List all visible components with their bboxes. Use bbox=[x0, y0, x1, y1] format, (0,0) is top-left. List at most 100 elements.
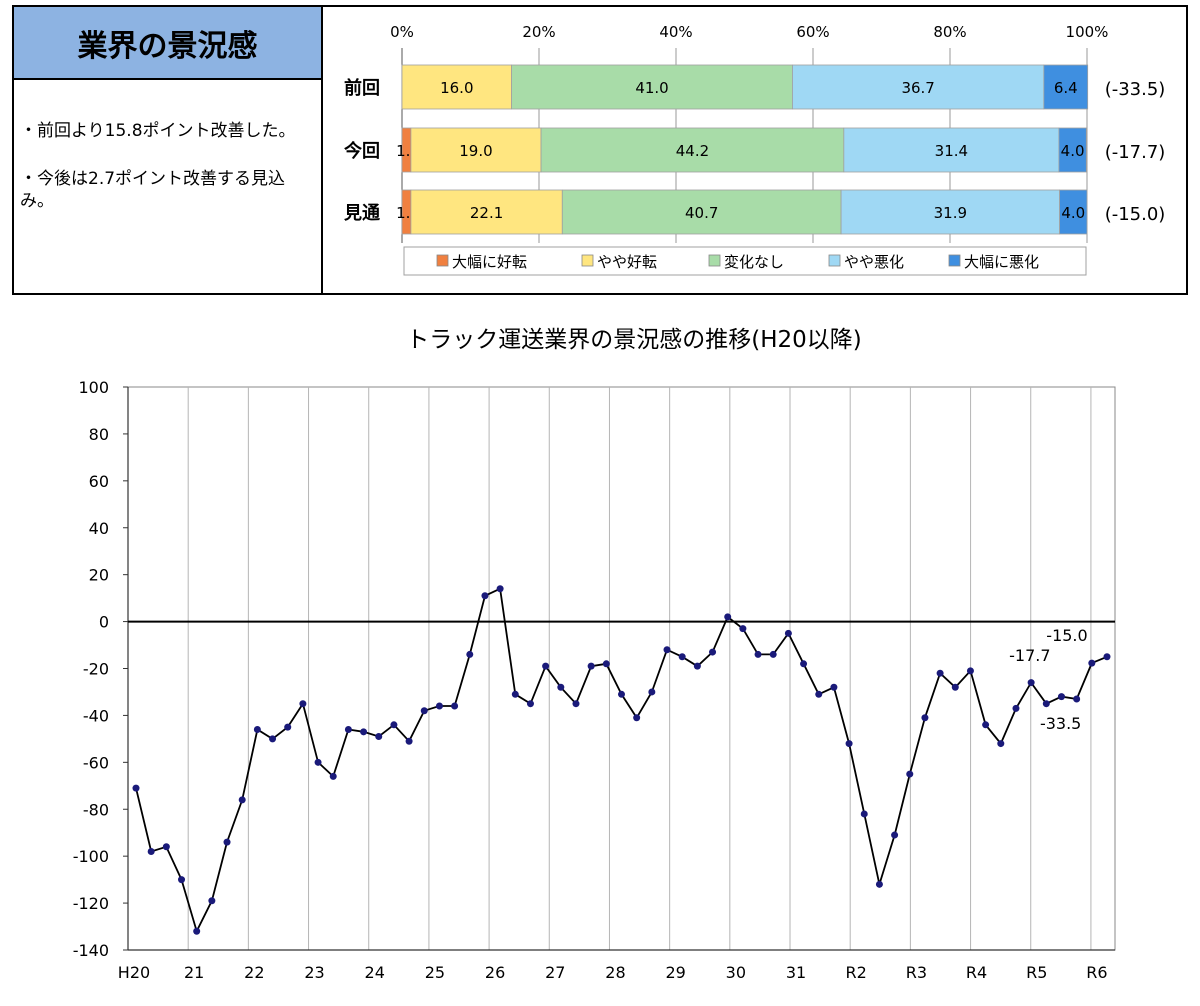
data-point bbox=[253, 725, 261, 733]
legend-swatch bbox=[436, 254, 449, 267]
legend-entry: やや好転 bbox=[597, 253, 657, 271]
data-point bbox=[238, 796, 246, 804]
data-point bbox=[951, 683, 959, 691]
y-tick-label: -60 bbox=[83, 753, 109, 772]
data-point bbox=[921, 714, 929, 722]
x-tick-label: 22 bbox=[244, 963, 264, 982]
data-point bbox=[451, 702, 459, 710]
data-point bbox=[739, 625, 747, 633]
data-point bbox=[724, 613, 732, 621]
category-label: 今回 bbox=[344, 140, 380, 162]
bar-segment bbox=[792, 64, 1045, 110]
data-point bbox=[936, 669, 944, 677]
data-point bbox=[784, 629, 792, 637]
bar-segment bbox=[540, 127, 845, 173]
x-tick-label: 29 bbox=[665, 963, 685, 982]
category-label: 見通 bbox=[343, 203, 380, 224]
data-point bbox=[587, 662, 595, 670]
x-tick-label: R6 bbox=[1086, 963, 1107, 982]
bar-segment bbox=[561, 189, 842, 235]
data-point bbox=[526, 700, 534, 708]
x-tick-label: 27 bbox=[545, 963, 565, 982]
data-point bbox=[769, 650, 777, 658]
data-point bbox=[147, 847, 155, 855]
data-point bbox=[860, 810, 868, 818]
x-tick-label: 40% bbox=[659, 23, 692, 41]
data-point bbox=[208, 897, 216, 905]
di-value-label: (-33.5) bbox=[1105, 79, 1166, 100]
x-tick-label: 24 bbox=[365, 963, 385, 982]
data-label: 36.7 bbox=[901, 79, 934, 97]
data-point bbox=[360, 728, 368, 736]
data-point bbox=[178, 876, 186, 884]
data-label: 41.0 bbox=[635, 79, 668, 97]
data-point bbox=[344, 725, 352, 733]
data-point bbox=[1073, 695, 1081, 703]
point-annotation: -15.0 bbox=[1046, 626, 1087, 645]
y-tick-label: -140 bbox=[73, 941, 109, 960]
x-tick-label: 0% bbox=[390, 23, 414, 41]
summary-title: 業界の景況感 bbox=[14, 7, 323, 80]
data-point bbox=[845, 740, 853, 748]
data-point bbox=[754, 650, 762, 658]
data-point bbox=[162, 843, 170, 851]
data-point bbox=[815, 690, 823, 698]
bar-segment bbox=[1058, 127, 1087, 173]
bar-segment bbox=[511, 64, 793, 110]
x-tick-label: R3 bbox=[906, 963, 927, 982]
y-tick-label: -40 bbox=[83, 706, 109, 725]
data-point bbox=[891, 831, 899, 839]
data-label: 22.1 bbox=[470, 204, 503, 222]
data-point bbox=[997, 740, 1005, 748]
data-point bbox=[193, 927, 201, 935]
x-tick-label: 25 bbox=[425, 963, 445, 982]
data-point bbox=[618, 690, 625, 698]
data-point bbox=[269, 735, 277, 743]
sentiment-trend-chart: トラック運送業界の景況感の推移(H20以降) 100 80 60 40 20 0 -20 -40… bbox=[73, 327, 1116, 982]
x-tick-label: 100% bbox=[1066, 23, 1109, 41]
bar-segment bbox=[410, 127, 542, 173]
sentiment-bar-chart: 0% 20% 40% 60% 80% 100% 前回 16.0 41.0 36.7 6.4 (-33.… bbox=[343, 23, 1166, 276]
summary-notes: ・前回より15.8ポイント改善した。 ・今後は2.7ポイント改善する見込み。 bbox=[14, 80, 323, 293]
data-point bbox=[693, 662, 701, 670]
data-point bbox=[875, 880, 883, 888]
data-point bbox=[648, 688, 656, 696]
y-tick-label: -100 bbox=[73, 847, 109, 866]
data-point bbox=[314, 758, 322, 766]
data-point bbox=[572, 700, 580, 708]
y-tick-label: -120 bbox=[73, 894, 109, 913]
legend-entry: 大幅に悪化 bbox=[964, 253, 1039, 271]
data-label: 6.4 bbox=[1054, 79, 1078, 97]
x-tick-label: 26 bbox=[485, 963, 505, 982]
y-tick-label: 20 bbox=[89, 566, 109, 585]
data-point bbox=[633, 714, 641, 722]
y-tick-label: 0 bbox=[99, 613, 109, 632]
data-point bbox=[511, 690, 519, 698]
x-tick-label: R2 bbox=[846, 963, 867, 982]
x-tick-label: 30 bbox=[726, 963, 746, 982]
x-tick-label: 28 bbox=[605, 963, 625, 982]
y-tick-label: -20 bbox=[83, 660, 109, 679]
bar-segment bbox=[410, 189, 563, 235]
x-tick-label: R4 bbox=[966, 963, 987, 982]
y-tick-label: 100 bbox=[78, 378, 109, 397]
x-tick-label: 23 bbox=[304, 963, 324, 982]
x-tick-label: 80% bbox=[933, 23, 966, 41]
data-point bbox=[1027, 679, 1035, 687]
bar-segment bbox=[843, 127, 1060, 173]
data-point bbox=[557, 683, 565, 691]
data-label: 44.2 bbox=[676, 142, 709, 160]
data-point bbox=[966, 667, 974, 675]
data-point bbox=[1012, 704, 1020, 712]
data-point bbox=[663, 646, 671, 654]
x-tick-label: H20 bbox=[118, 963, 150, 982]
x-tick-label: 21 bbox=[184, 963, 204, 982]
data-point bbox=[284, 723, 292, 731]
y-tick-label: 40 bbox=[89, 519, 109, 538]
data-label: 31.9 bbox=[934, 204, 967, 222]
data-point bbox=[906, 770, 914, 778]
data-label: 16.0 bbox=[440, 79, 473, 97]
note-line: ・今後は2.7ポイント改善する見込み。 bbox=[20, 169, 286, 211]
data-label: 40.7 bbox=[685, 204, 718, 222]
category-label: 前回 bbox=[344, 77, 380, 99]
